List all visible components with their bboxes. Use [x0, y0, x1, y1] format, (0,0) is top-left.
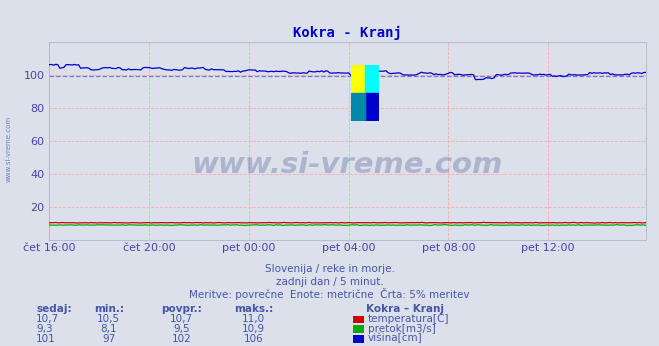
- Text: temperatura[C]: temperatura[C]: [368, 314, 449, 324]
- Text: 10,5: 10,5: [97, 314, 121, 324]
- Text: 9,3: 9,3: [36, 324, 53, 334]
- Text: 97: 97: [102, 334, 115, 344]
- Text: 10,7: 10,7: [169, 314, 193, 324]
- Text: maks.:: maks.:: [234, 304, 273, 315]
- Bar: [351, 65, 365, 93]
- Text: 8,1: 8,1: [100, 324, 117, 334]
- Text: zadnji dan / 5 minut.: zadnji dan / 5 minut.: [275, 277, 384, 287]
- Text: 106: 106: [244, 334, 264, 344]
- Text: www.si-vreme.com: www.si-vreme.com: [5, 116, 12, 182]
- Text: povpr.:: povpr.:: [161, 304, 202, 315]
- Text: Kokra – Kranj: Kokra – Kranj: [366, 304, 444, 315]
- Text: pretok[m3/s]: pretok[m3/s]: [368, 324, 436, 334]
- Text: min.:: min.:: [94, 304, 124, 315]
- Text: sedaj:: sedaj:: [36, 304, 72, 315]
- Text: 9,5: 9,5: [173, 324, 190, 334]
- Bar: [365, 65, 379, 93]
- Text: Meritve: povrečne  Enote: metrične  Črta: 5% meritev: Meritve: povrečne Enote: metrične Črta: …: [189, 288, 470, 300]
- Title: Kokra - Kranj: Kokra - Kranj: [293, 26, 402, 40]
- Bar: [351, 93, 365, 121]
- Text: višina[cm]: višina[cm]: [368, 333, 422, 344]
- Text: 11,0: 11,0: [242, 314, 266, 324]
- Text: 101: 101: [36, 334, 56, 344]
- Text: 10,7: 10,7: [36, 314, 59, 324]
- Text: Slovenija / reke in morje.: Slovenija / reke in morje.: [264, 264, 395, 274]
- Bar: [365, 93, 379, 121]
- Text: 10,9: 10,9: [242, 324, 266, 334]
- Text: 102: 102: [171, 334, 191, 344]
- Text: www.si-vreme.com: www.si-vreme.com: [192, 151, 503, 179]
